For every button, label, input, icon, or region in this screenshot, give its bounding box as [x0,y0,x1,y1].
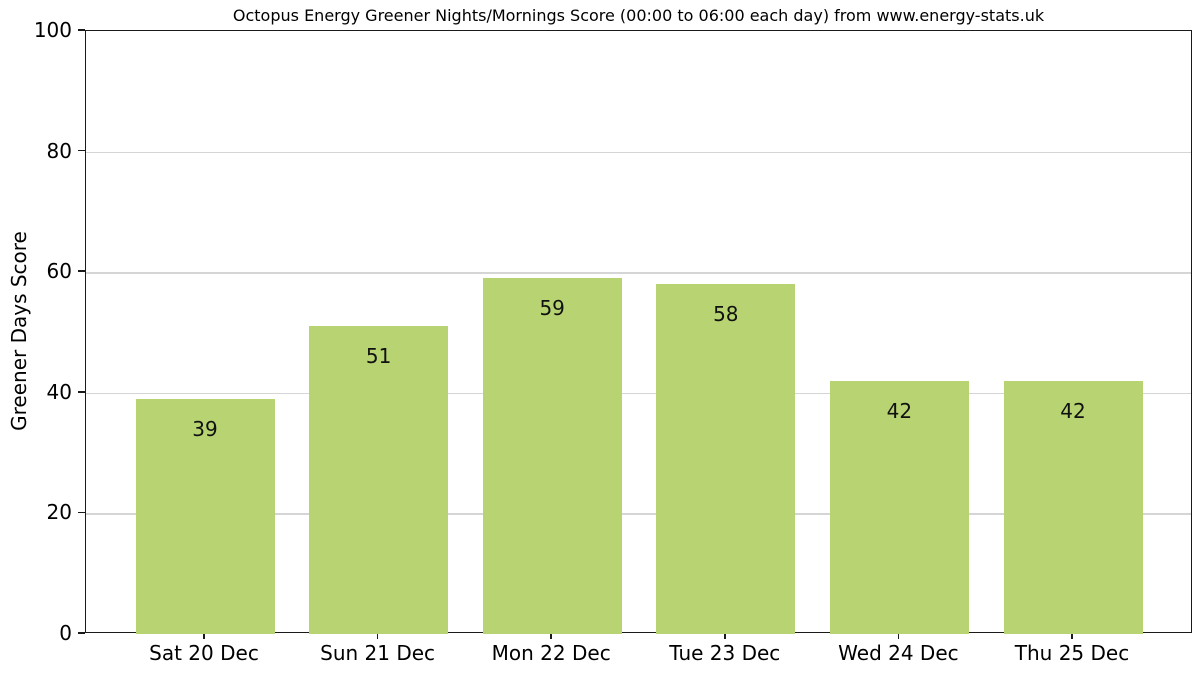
bar-thu-25-dec: 42 [1003,380,1143,634]
x-tick-label: Tue 23 Dec [669,641,781,665]
y-tick-label: 80 [46,138,72,163]
gridline-y-80 [86,151,1191,153]
x-tick-label: Sun 21 Dec [320,641,436,665]
bar-sat-20-dec: 39 [135,398,275,634]
chart-title: Octopus Energy Greener Nights/Mornings S… [232,6,1045,25]
y-tick-mark [78,270,85,272]
plot-area: 39 51 59 58 42 42 [85,30,1192,634]
x-tick-mark [897,633,900,639]
y-tick-label: 0 [59,621,72,645]
bar-mon-22-dec: 59 [482,278,622,634]
x-tick-label: Sat 20 Dec [149,641,259,665]
bar-value-label: 58 [713,302,739,327]
y-tick-mark [78,149,85,152]
y-tick-mark [78,632,85,634]
gridline-y-20 [86,513,1191,515]
x-tick-label: Mon 22 Dec [491,641,611,665]
x-tick-label: Wed 24 Dec [838,641,959,665]
y-tick-label: 20 [46,500,72,525]
y-tick-label: 60 [46,259,72,284]
bar-tue-23-dec: 58 [656,284,796,634]
y-tick-label: 100 [33,18,72,42]
x-tick-label: Thu 25 Dec [1014,641,1130,665]
x-tick-mark [203,633,205,639]
bar-value-label: 42 [886,398,913,423]
bar-value-label: 59 [539,296,565,321]
x-tick-mark [724,633,726,639]
x-tick-mark [376,633,379,639]
bar-wed-24-dec: 42 [829,380,969,634]
gridline-y-60 [86,272,1191,274]
bar-value-label: 39 [192,416,218,441]
bar-value-label: 42 [1060,398,1086,423]
y-tick-mark [78,391,85,393]
x-tick-mark [550,633,552,639]
x-tick-mark [1071,633,1073,639]
y-tick-mark [78,511,85,514]
y-tick-mark [78,29,85,31]
y-tick-label: 40 [46,379,72,404]
gridline-y-40 [86,392,1191,395]
bar-value-label: 51 [365,344,392,369]
bar-sun-21-dec: 51 [309,326,449,634]
